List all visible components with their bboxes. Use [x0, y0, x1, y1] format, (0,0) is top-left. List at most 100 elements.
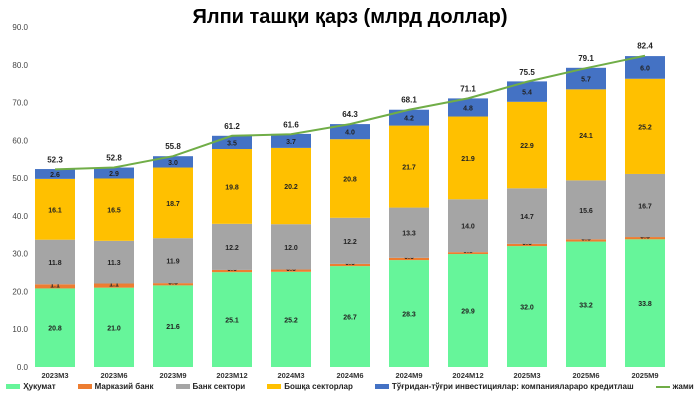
- data-label: 26.7: [343, 315, 357, 322]
- y-tick-label: 40.0: [12, 212, 28, 221]
- bar-segment: [35, 178, 75, 240]
- bar-segment: [153, 238, 193, 284]
- total-line: [54, 54, 646, 171]
- bar-segment: [625, 56, 665, 79]
- bar-segment: [389, 207, 429, 258]
- bar-segment: [153, 283, 193, 286]
- x-tick-label: 2024M3: [277, 371, 304, 380]
- data-label: 12.2: [225, 245, 239, 252]
- bar-segment: [330, 266, 370, 367]
- data-label: 21.6: [166, 324, 180, 331]
- data-label: 3.5: [227, 140, 237, 147]
- legend-item: Марказий банк: [77, 382, 154, 391]
- x-tick-label: 2025M9: [631, 371, 658, 380]
- bar-segment: [212, 149, 252, 224]
- bar-segment: [35, 239, 75, 285]
- legend-label: Ҳукумат: [23, 382, 56, 391]
- x-tick-label: 2024M12: [452, 371, 483, 380]
- y-tick-label: 50.0: [12, 174, 28, 183]
- bar-segment: [507, 243, 547, 247]
- total-label: 52.8: [106, 154, 122, 163]
- y-tick-label: 0.0: [17, 363, 29, 372]
- bar-segment: [389, 109, 429, 126]
- data-label: 15.6: [579, 208, 593, 215]
- bar-segment: [94, 283, 134, 288]
- bar-segment: [94, 167, 134, 179]
- bar-segment: [94, 287, 134, 367]
- bar-segment: [212, 223, 252, 270]
- data-label: 25.1: [225, 318, 239, 325]
- y-tick-label: 60.0: [12, 136, 28, 145]
- bar-segment: [566, 239, 606, 242]
- data-label: 12.0: [284, 245, 298, 252]
- x-tick-label: 2025M6: [572, 371, 599, 380]
- bar-segment: [94, 240, 134, 284]
- bar-segment: [625, 239, 665, 367]
- legend-item: жами: [655, 382, 694, 391]
- data-label: 13.3: [402, 231, 416, 238]
- x-tick-label: 2023M6: [100, 371, 127, 380]
- bar-segment: [566, 180, 606, 240]
- legend-label: Банк сектори: [192, 382, 246, 391]
- bar-segment: [507, 101, 547, 189]
- total-label: 82.4: [637, 42, 653, 51]
- bar-segment: [507, 81, 547, 102]
- data-label: 11.9: [166, 259, 179, 266]
- data-label: 11.8: [48, 260, 61, 267]
- total-label: 55.8: [165, 142, 181, 151]
- data-label: 5.7: [581, 77, 591, 84]
- data-label: 5.4: [522, 90, 532, 97]
- y-tick-label: 80.0: [12, 61, 28, 70]
- bar-segment: [566, 241, 606, 367]
- data-label: 22.9: [520, 143, 534, 150]
- legend-item: Банк сектори: [175, 382, 246, 391]
- legend-item: Бошқа секторлар: [267, 382, 353, 391]
- chart-title: Ялпи ташқи қарз (млрд доллар): [192, 6, 508, 28]
- legend-label: Тўғридан-тўғри инвестициялар: компанияла…: [391, 382, 634, 391]
- legend: Ҳукумат Марказий банк Банк сектори Бошқа се…: [0, 382, 700, 391]
- bar-segment: [153, 167, 193, 239]
- y-tick-label: 10.0: [12, 325, 28, 334]
- data-label: 21.7: [402, 165, 416, 172]
- data-label: 32.0: [520, 305, 534, 312]
- data-label: 2.6: [50, 172, 60, 179]
- bar-segment: [625, 78, 665, 174]
- bar-segment: [35, 288, 75, 367]
- legend-swatch: [374, 384, 389, 389]
- total-label: 68.1: [401, 96, 417, 105]
- bar-segment: [212, 269, 252, 273]
- bar-segment: [625, 173, 665, 238]
- total-label: 61.6: [283, 120, 299, 129]
- legend-swatch: [77, 384, 92, 389]
- bar-segment: [330, 139, 370, 218]
- data-label: 18.7: [166, 201, 180, 208]
- bar-segment: [566, 89, 606, 181]
- legend-label: Бошқа секторлар: [284, 382, 353, 391]
- data-label: 25.2: [284, 317, 298, 324]
- bar-segment: [94, 178, 134, 241]
- bar-segment: [271, 224, 311, 270]
- data-label: 16.7: [638, 204, 652, 211]
- data-label: 3.7: [286, 139, 296, 146]
- data-label: 1.1: [50, 282, 60, 289]
- bar-segment: [448, 252, 488, 255]
- x-tick-label: 2024M6: [336, 371, 363, 380]
- data-label: 16.1: [48, 207, 62, 214]
- y-tick-label: 90.0: [12, 23, 28, 32]
- data-label: 1.1: [109, 282, 119, 289]
- legend-item: Тўғридан-тўғри инвестициялар: компанияла…: [374, 382, 634, 391]
- legend-label: жами: [672, 382, 694, 391]
- data-label: 33.8: [638, 301, 652, 308]
- data-label: 21.0: [107, 325, 121, 332]
- data-label: 16.5: [107, 208, 121, 215]
- legend-label: Марказий банк: [94, 382, 154, 391]
- data-label: 29.9: [461, 309, 475, 316]
- bar-segment: [389, 257, 429, 261]
- bar-segment: [625, 237, 665, 240]
- y-tick-label: 20.0: [12, 287, 28, 296]
- data-label: 21.9: [461, 156, 475, 163]
- data-label: 20.8: [343, 176, 357, 183]
- bar-segment: [271, 271, 311, 367]
- total-label: 71.1: [460, 84, 476, 93]
